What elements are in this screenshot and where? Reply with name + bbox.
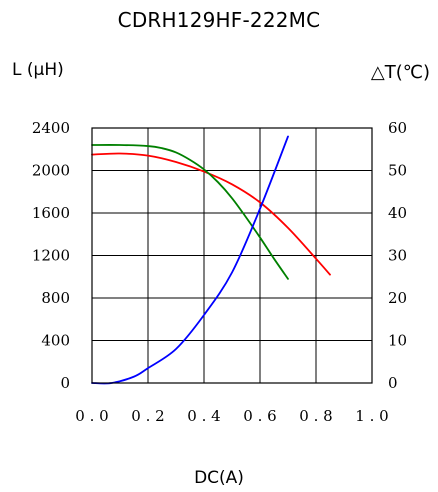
plot-frame	[91, 127, 373, 384]
x-axis-label: DC(A)	[194, 468, 244, 488]
x-tick-label: 1 . 0	[355, 407, 388, 425]
y-right-tick-label: 10	[388, 332, 407, 350]
y-right-tick-label: 60	[388, 119, 407, 137]
y-right-tick-label: 30	[388, 247, 407, 265]
chart-title: CDRH129HF-222MC	[117, 8, 321, 32]
y-left-tick-label: 400	[41, 332, 70, 350]
y-left-tick-label: 2000	[32, 162, 70, 180]
y-axis-left-label: L (μH)	[12, 60, 64, 80]
x-tick-label: 0 . 8	[299, 407, 332, 425]
y-axis-right-label: △T(℃)	[370, 62, 430, 83]
y-left-tick-label: 800	[41, 289, 70, 307]
series-line-green	[91, 144, 289, 280]
y-left-tick-label: 1200	[32, 247, 70, 265]
grid-lines	[92, 128, 372, 383]
y-right-tick-label: 0	[388, 374, 398, 392]
series-layer	[91, 135, 331, 385]
y-left-tick-label: 0	[60, 374, 70, 392]
plot-border	[91, 127, 373, 384]
x-tick-label: 0 . 2	[131, 407, 164, 425]
y-left-tick-label: 2400	[32, 119, 70, 137]
y-right-tick-label: 20	[388, 289, 407, 307]
series-line-blue	[91, 135, 289, 385]
x-tick-label: 0 . 6	[243, 407, 276, 425]
y-left-tick-label: 1600	[32, 204, 70, 222]
y-right-tick-label: 40	[388, 204, 407, 222]
y-right-tick-label: 50	[388, 162, 407, 180]
x-tick-label: 0 . 0	[75, 407, 108, 425]
series-line-red	[91, 152, 331, 276]
x-tick-label: 0 . 4	[187, 407, 220, 425]
